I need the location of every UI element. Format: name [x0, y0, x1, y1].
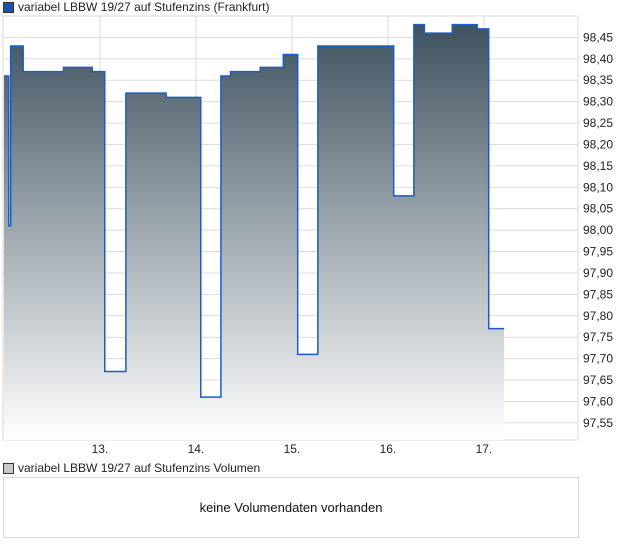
- y-tick-label: 98,30: [583, 95, 613, 109]
- legend-swatch: [3, 1, 14, 13]
- y-tick-label: 98,15: [583, 159, 613, 173]
- price-chart: 97,55 97,60 97,65 97,70 97,75 97,80 97,85 97,90…: [2, 15, 613, 456]
- y-tick-label: 97,60: [583, 394, 613, 408]
- y-tick-label: 97,70: [583, 352, 613, 366]
- y-tick-label: 98,05: [583, 202, 613, 216]
- y-tick-label: 97,75: [583, 330, 613, 344]
- volume-panel: keine Volumendaten vorhanden: [3, 477, 579, 538]
- y-tick-label: 98,20: [583, 137, 613, 151]
- x-tick-label: 17.: [476, 442, 493, 456]
- no-volume-message: keine Volumendaten vorhanden: [199, 500, 383, 515]
- price-area: [3, 24, 505, 441]
- y-tick-label: 97,85: [583, 287, 613, 301]
- y-tick-label: 98,25: [583, 116, 613, 130]
- y-tick-label: 98,45: [583, 30, 613, 44]
- y-tick-label: 98,10: [583, 180, 613, 194]
- x-tick-label: 13.: [92, 442, 109, 456]
- y-tick-label: 97,80: [583, 309, 613, 323]
- x-tick-label: 15.: [284, 442, 301, 456]
- y-tick-label: 97,55: [583, 416, 613, 430]
- x-tick-label: 16.: [380, 442, 397, 456]
- y-tick-label: 97,65: [583, 373, 613, 387]
- y-tick-label: 97,90: [583, 266, 613, 280]
- y-tick-label: 97,95: [583, 245, 613, 259]
- price-legend: variabel LBBW 19/27 auf Stufenzins (Fran…: [3, 0, 269, 14]
- x-tick-label: 14.: [188, 442, 205, 456]
- y-tick-label: 98,00: [583, 223, 613, 237]
- volume-legend: variabel LBBW 19/27 auf Stufenzins Volum…: [3, 461, 260, 475]
- price-legend-label: variabel LBBW 19/27 auf Stufenzins (Fran…: [18, 0, 270, 14]
- legend-swatch: [3, 462, 14, 474]
- price-line: [3, 23, 505, 398]
- volume-legend-label: variabel LBBW 19/27 auf Stufenzins Volum…: [18, 461, 261, 475]
- y-tick-label: 98,40: [583, 52, 613, 66]
- y-tick-label: 98,35: [583, 73, 613, 87]
